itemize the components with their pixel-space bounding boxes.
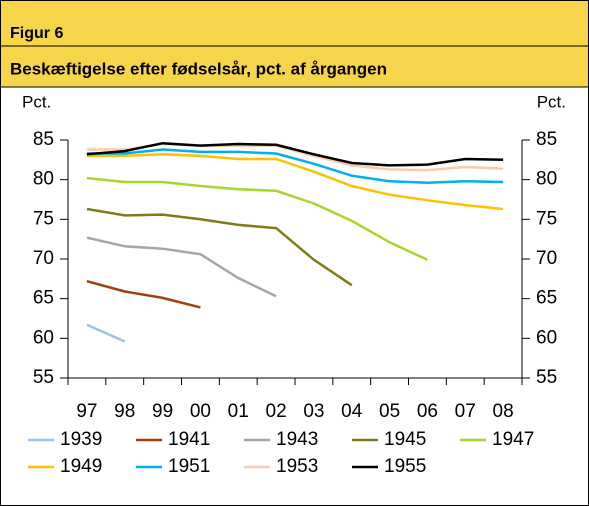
y2-tick-label: 70 <box>536 248 557 269</box>
legend-label: 1951 <box>168 456 210 477</box>
y2-tick-label: 60 <box>536 327 557 348</box>
y-tick-label: 75 <box>33 208 54 229</box>
y-tick-label: 60 <box>33 327 54 348</box>
y-tick-label: 80 <box>33 169 54 190</box>
series-line <box>86 176 428 261</box>
y-tick-label: 70 <box>33 248 54 269</box>
legend-label: 1939 <box>60 429 102 450</box>
y2-tick-label: 80 <box>536 169 557 190</box>
legend-label: 1945 <box>384 429 426 450</box>
series-line <box>86 279 201 309</box>
x-tick-label: 05 <box>379 401 400 422</box>
x-tick-label: 03 <box>303 401 324 422</box>
legend-label: 1947 <box>492 429 534 450</box>
x-tick-label: 97 <box>76 401 97 422</box>
x-tick-label: 06 <box>417 401 438 422</box>
x-tick-label: 08 <box>493 401 514 422</box>
x-tick-label: 00 <box>190 401 211 422</box>
y2-tick-label: 65 <box>536 288 557 309</box>
y-tick-label: 65 <box>33 288 54 309</box>
y-tick-label: 85 <box>33 129 54 150</box>
x-tick-label: 99 <box>152 401 173 422</box>
legend-label: 1949 <box>60 456 102 477</box>
y2-tick-label: 55 <box>536 367 557 388</box>
x-tick-label: 02 <box>266 401 287 422</box>
x-tick-label: 98 <box>114 401 135 422</box>
y-tick-label: 55 <box>33 367 54 388</box>
x-tick-label: 04 <box>341 401 363 422</box>
header-band <box>1 1 588 87</box>
series-line <box>86 207 353 287</box>
y2-tick-label: 75 <box>536 208 557 229</box>
legend-label: 1955 <box>384 456 426 477</box>
series-line <box>86 148 504 185</box>
figure-label: Figur 6 <box>10 25 63 42</box>
y2-tick-label: 85 <box>536 129 557 150</box>
series-line <box>86 323 126 343</box>
chart-title: Beskæftigelse efter fødselsår, pct. af å… <box>10 59 387 78</box>
series-line <box>86 153 504 211</box>
legend-label: 1943 <box>276 429 318 450</box>
legend-label: 1953 <box>276 456 318 477</box>
x-tick-label: 01 <box>228 401 249 422</box>
y2-axis-label: Pct. <box>537 92 566 111</box>
series-line <box>86 141 504 167</box>
series-line <box>86 236 277 298</box>
y-axis-label: Pct. <box>22 92 51 111</box>
legend-label: 1941 <box>168 429 210 450</box>
x-tick-label: 07 <box>455 401 476 422</box>
